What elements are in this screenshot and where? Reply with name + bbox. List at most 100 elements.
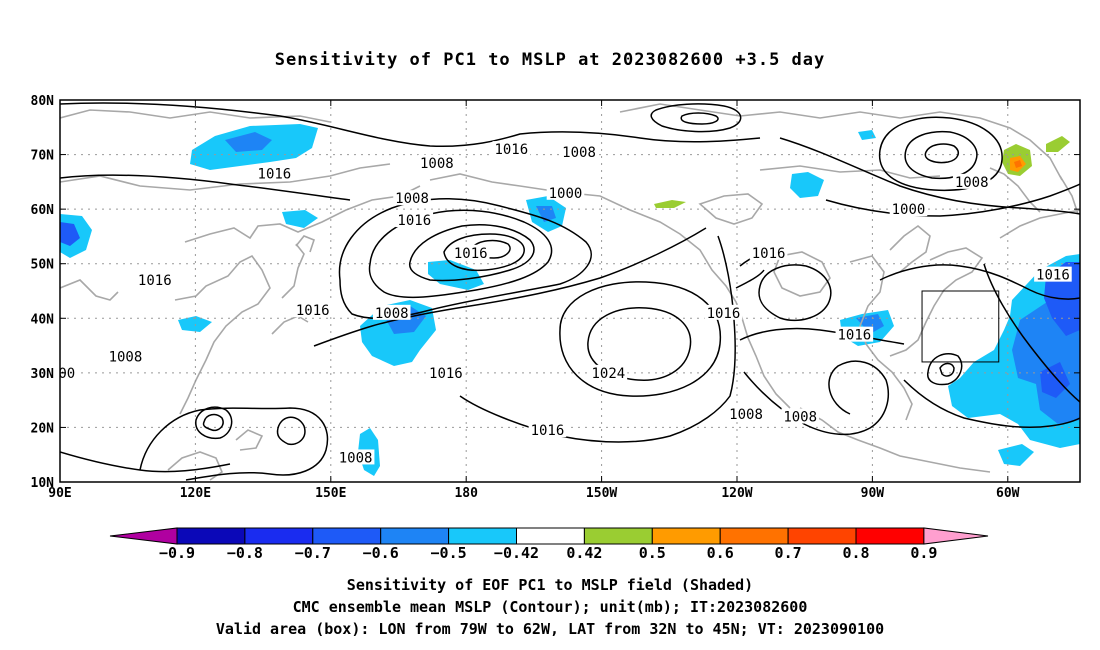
contour-label: 1008 bbox=[562, 145, 596, 161]
valid-area-box bbox=[921, 290, 1000, 363]
shade-patch bbox=[60, 222, 80, 246]
lon-label: 90W bbox=[861, 486, 885, 501]
lon-label: 120W bbox=[721, 486, 752, 501]
contour-label-bg bbox=[1034, 266, 1072, 282]
colorbar-label: 0.9 bbox=[910, 544, 937, 562]
contour-label: 1016 bbox=[707, 306, 741, 322]
colorbar-segment bbox=[651, 527, 721, 545]
shade-patch bbox=[1014, 160, 1022, 168]
shade-patch bbox=[1040, 362, 1070, 398]
contour-label: 1016 bbox=[531, 423, 565, 439]
colorbar-segment bbox=[176, 527, 246, 545]
contour-label: 1008 bbox=[339, 450, 373, 466]
shade-patch bbox=[536, 206, 556, 222]
contour-label-bg bbox=[781, 408, 819, 424]
colorbar-label: 0.6 bbox=[707, 544, 734, 562]
contour-label-bg bbox=[395, 212, 434, 228]
contour-label-bg bbox=[372, 304, 411, 320]
contour-label: 1016 bbox=[429, 366, 463, 382]
colorbar-label: −0.7 bbox=[295, 544, 331, 562]
contour-label: 1016 bbox=[494, 142, 528, 158]
shade-patch bbox=[1046, 136, 1070, 152]
contour-label: 1008 bbox=[420, 156, 454, 172]
contour-label: 1008 bbox=[729, 407, 763, 423]
colorbar-label: 0.8 bbox=[842, 544, 869, 562]
contour-label-bg bbox=[589, 364, 628, 380]
contour-label-bg bbox=[492, 141, 531, 157]
colorbar-label: −0.9 bbox=[159, 544, 195, 562]
shade-patch bbox=[858, 130, 876, 140]
contour-label-bg bbox=[952, 173, 991, 189]
colorbar-segment bbox=[787, 527, 857, 545]
lon-label: 90E bbox=[48, 486, 71, 501]
contour-label: 1016 bbox=[752, 246, 786, 262]
shade-patch bbox=[282, 210, 318, 228]
colorbar-segment bbox=[312, 527, 382, 545]
contour-label: 1008 bbox=[955, 175, 989, 191]
lat-label: 70N bbox=[31, 149, 55, 164]
colorbar: −0.9 −0.8 −0.7 −0.6 −0.5 −0.42 0.42 0.5 0.6 0.7 0.… bbox=[109, 527, 989, 562]
contour-label: 1016 bbox=[1036, 268, 1070, 284]
contour-label: 1008 bbox=[783, 410, 817, 426]
colorbar-segment bbox=[719, 527, 789, 545]
colorbar-segment bbox=[516, 527, 585, 545]
contour-label-bg bbox=[546, 184, 585, 200]
contour-label-bg bbox=[835, 326, 874, 342]
contour-label: 1008 bbox=[109, 349, 143, 365]
contour-label: 1016 bbox=[454, 246, 488, 262]
contour-label: 00 bbox=[58, 366, 75, 382]
colorbar-segment bbox=[448, 527, 518, 545]
colorbar-label: −0.6 bbox=[363, 544, 399, 562]
lat-label: 30N bbox=[31, 367, 55, 382]
contour-labels: 1008 1016 1008 1000 1008 1000 1016 1008 1016 1016… bbox=[58, 141, 1072, 466]
mslp-contours bbox=[60, 102, 1080, 481]
contour-label-bg bbox=[60, 364, 78, 380]
lon-label: 180 bbox=[454, 486, 478, 501]
map-title: Sensitivity of PC1 to MSLP at 2023082600… bbox=[274, 50, 826, 70]
lon-label: 150E bbox=[315, 486, 346, 501]
lat-label: 50N bbox=[31, 258, 55, 273]
contour-label: 1016 bbox=[138, 273, 172, 289]
contour-label: 1008 bbox=[395, 191, 429, 207]
lon-label: 60W bbox=[996, 486, 1020, 501]
contour-label: 1024 bbox=[592, 366, 626, 382]
lat-label: 60N bbox=[31, 203, 55, 218]
contour-label-bg bbox=[106, 348, 145, 364]
shade-patch bbox=[428, 260, 484, 290]
colorbar-label: −0.42 bbox=[494, 544, 539, 562]
contour-label-bg bbox=[393, 190, 431, 206]
contour-label-bg bbox=[889, 201, 928, 217]
lat-label: 20N bbox=[31, 421, 55, 436]
colorbar-segment bbox=[855, 527, 925, 545]
shade-patch bbox=[790, 172, 824, 198]
map-captions: Sensitivity of EOF PC1 to MSLP field (Sh… bbox=[0, 574, 1100, 640]
colorbar-label: 0.5 bbox=[639, 544, 666, 562]
colorbar-label: −0.8 bbox=[227, 544, 263, 562]
colorbar-label: 0.42 bbox=[566, 544, 602, 562]
colorbar-segment bbox=[244, 527, 314, 545]
caption-line-3: Valid area (box): LON from 79W to 62W, L… bbox=[215, 620, 885, 638]
colorbar-segment bbox=[380, 527, 450, 545]
contour-label-bg bbox=[704, 304, 743, 320]
colorbar-segment bbox=[583, 527, 653, 545]
contour-label: 1016 bbox=[837, 328, 871, 344]
colorbar-label: 0.7 bbox=[775, 544, 802, 562]
colorbar-high-end bbox=[923, 527, 989, 545]
contour-label-bg bbox=[418, 154, 456, 170]
colorbar-low-end bbox=[109, 527, 178, 545]
contour-label-bg bbox=[528, 422, 567, 438]
contour-label: 1016 bbox=[258, 167, 292, 183]
contour-label-bg bbox=[749, 244, 788, 260]
lon-label: 150W bbox=[586, 486, 617, 501]
lon-label: 120E bbox=[180, 486, 211, 501]
contour-label-bg bbox=[451, 244, 490, 260]
contour-label: 1016 bbox=[296, 303, 330, 319]
contour-label-bg bbox=[727, 405, 765, 421]
contour-label: 1016 bbox=[397, 213, 431, 229]
caption-line-2: CMC ensemble mean MSLP (Contour); unit(m… bbox=[292, 598, 808, 616]
lat-label: 40N bbox=[31, 312, 55, 327]
colorbar-label: −0.5 bbox=[431, 544, 467, 562]
contour-label-bg bbox=[135, 272, 174, 288]
